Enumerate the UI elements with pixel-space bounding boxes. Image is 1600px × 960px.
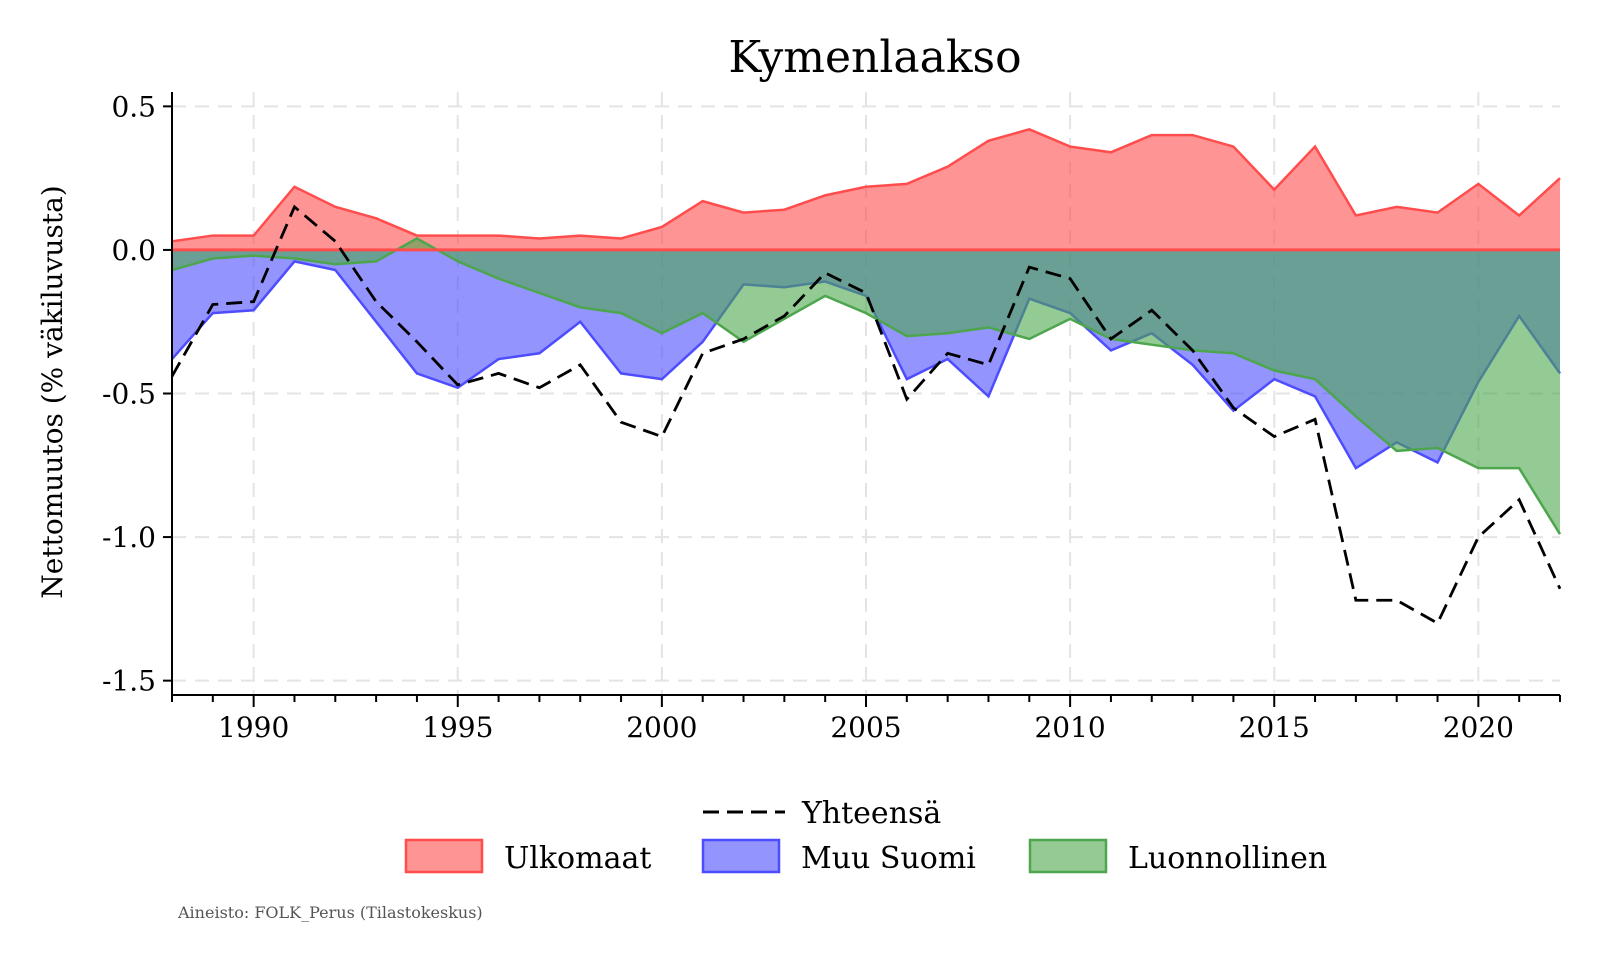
x-tick-label: 1990 <box>218 711 289 744</box>
area-ulkomaat <box>172 129 1560 250</box>
x-tick-label: 2020 <box>1443 711 1514 744</box>
legend-label-yhteensa: Yhteensä <box>801 796 941 831</box>
x-tick-label: 2005 <box>830 711 901 744</box>
legend-label-muu-suomi: Muu Suomi <box>801 841 976 876</box>
x-tick-label: 2010 <box>1034 711 1105 744</box>
legend-swatch-ulkomaat <box>404 838 484 874</box>
legend: Yhteensä Ulkomaat Muu Suomi Luonnollinen <box>404 796 1327 876</box>
legend-swatch-muu-suomi <box>701 838 781 874</box>
legend-label-luonnollinen: Luonnollinen <box>1128 841 1327 876</box>
area-edge-luonnollinen <box>171 237 1562 535</box>
line-yhteensä <box>170 204 1562 626</box>
x-tick-label: 2000 <box>626 711 697 744</box>
line-series <box>170 204 1562 626</box>
area-luonnollinen <box>172 238 1560 535</box>
y-tick-label: -1.5 <box>102 665 156 698</box>
area-series <box>171 128 1562 535</box>
area-edge-ulkomaat <box>171 128 1561 243</box>
y-tick-label: -1.0 <box>102 521 156 554</box>
x-tick-label: 2015 <box>1239 711 1310 744</box>
y-axis-label: Nettomuutos (% väkiluvusta) <box>36 185 69 598</box>
axes: 0.5 0.0 -0.5 -1.0 -1.5 1990 1995 2000 2005 2010 20… <box>102 90 1561 744</box>
legend-swatch-luonnollinen <box>1028 838 1108 874</box>
legend-label-ulkomaat: Ulkomaat <box>504 841 651 876</box>
source-note: Aineisto: FOLK_Perus (Tilastokeskus) <box>177 903 483 922</box>
y-tick-label: 0.0 <box>111 234 156 267</box>
chart-title: Kymenlaakso <box>728 32 1021 83</box>
y-tick-label: -0.5 <box>102 378 156 411</box>
y-tick-label: 0.5 <box>111 90 156 123</box>
x-tick-label: 1995 <box>422 711 493 744</box>
